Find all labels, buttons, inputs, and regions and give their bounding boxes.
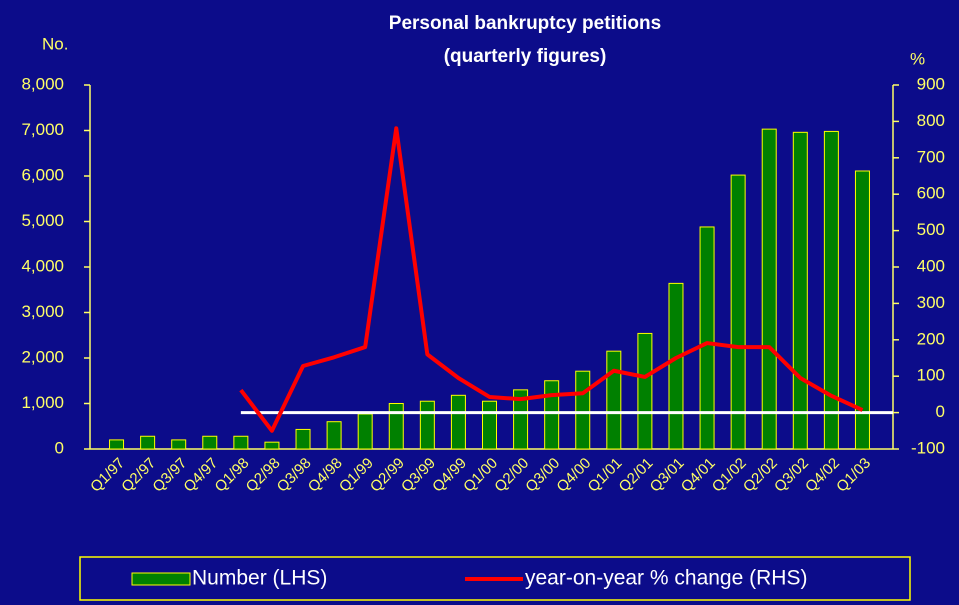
y-tick-label: 3,000 (21, 302, 64, 321)
y2-tick-label: 0 (936, 402, 945, 421)
x-tick-label: Q3/00 (522, 455, 563, 496)
x-tick-label: Q4/97 (180, 455, 221, 496)
bar (450, 394, 466, 450)
x-tick-label: Q4/02 (802, 455, 843, 496)
y-tick-label: 5,000 (21, 211, 64, 230)
bar (575, 370, 591, 450)
x-tick-label: Q1/01 (585, 455, 626, 496)
x-tick-label: Q1/99 (336, 455, 377, 496)
y-tick-label: 6,000 (21, 165, 64, 184)
bar (668, 282, 684, 450)
bar (637, 332, 653, 450)
chart-title: Personal bankruptcy petitions (389, 13, 661, 34)
y2-tick-label: 800 (917, 111, 945, 130)
x-tick-label: Q3/01 (647, 455, 688, 496)
y2-tick-label: 900 (917, 74, 945, 93)
bar (699, 226, 715, 450)
y-tick-label: 0 (55, 438, 64, 457)
x-tick-label: Q3/02 (771, 455, 812, 496)
bar (730, 174, 746, 450)
x-tick-label: Q2/99 (367, 455, 408, 496)
y-tick-label: 7,000 (21, 120, 64, 139)
y2-tick-label: 300 (917, 293, 945, 312)
x-tick-label: Q2/01 (616, 455, 657, 496)
line (239, 126, 864, 433)
bar (854, 170, 870, 450)
bar (264, 441, 280, 450)
y2-tick-label: 400 (917, 256, 945, 275)
x-tick-label: Q2/02 (740, 455, 781, 496)
x-tick-label: Q3/99 (398, 455, 439, 496)
bar (544, 380, 560, 450)
bar (419, 400, 435, 450)
bar (606, 350, 622, 450)
bar (388, 403, 404, 450)
x-tick-label: Q1/00 (460, 455, 501, 496)
y2-tick-label: 500 (917, 220, 945, 239)
bar (140, 435, 156, 450)
y2-tick-label: -100 (911, 438, 945, 457)
x-tick-label: Q3/98 (274, 455, 315, 496)
x-tick-label: Q2/00 (491, 455, 532, 496)
legend-swatch (131, 572, 191, 586)
bar (761, 128, 777, 450)
y2-tick-label: 100 (917, 366, 945, 385)
bar (482, 400, 497, 450)
y2-tick-label: 700 (917, 147, 945, 166)
legend-label: year-on-year % change (RHS) (525, 567, 807, 590)
bar (202, 435, 218, 450)
x-tick-label: Q4/01 (678, 455, 719, 496)
y-tick-label: 4,000 (21, 256, 64, 275)
x-tick-label: Q3/97 (149, 455, 190, 496)
y-tick-label: 2,000 (21, 347, 64, 366)
legend-box (79, 556, 911, 601)
bar (792, 131, 808, 450)
bar (823, 130, 839, 450)
x-tick-label: Q1/02 (709, 455, 750, 496)
bar (109, 439, 125, 450)
x-tick-label: Q4/99 (429, 455, 470, 496)
y2-axis-label: % (910, 49, 925, 68)
legend-label: Number (LHS) (192, 567, 327, 590)
bar (357, 413, 373, 450)
x-tick-label: Q4/00 (553, 455, 594, 496)
x-tick-label: Q1/98 (212, 455, 253, 496)
bar (513, 389, 529, 450)
chart-title: (quarterly figures) (444, 46, 607, 67)
bar (233, 435, 249, 450)
bar (326, 421, 342, 450)
x-tick-label: Q2/97 (118, 455, 159, 496)
x-tick-label: Q4/98 (305, 455, 346, 496)
y2-tick-label: 600 (917, 184, 945, 203)
y2-tick-label: 200 (917, 329, 945, 348)
x-tick-label: Q1/97 (87, 455, 128, 496)
bar (171, 439, 187, 450)
y-tick-label: 1,000 (21, 393, 64, 412)
y-tick-label: 8,000 (21, 74, 64, 93)
x-tick-label: Q2/98 (243, 455, 284, 496)
bar (295, 428, 311, 450)
y-axis-label: No. (42, 34, 68, 53)
x-tick-label: Q1/03 (833, 455, 874, 496)
